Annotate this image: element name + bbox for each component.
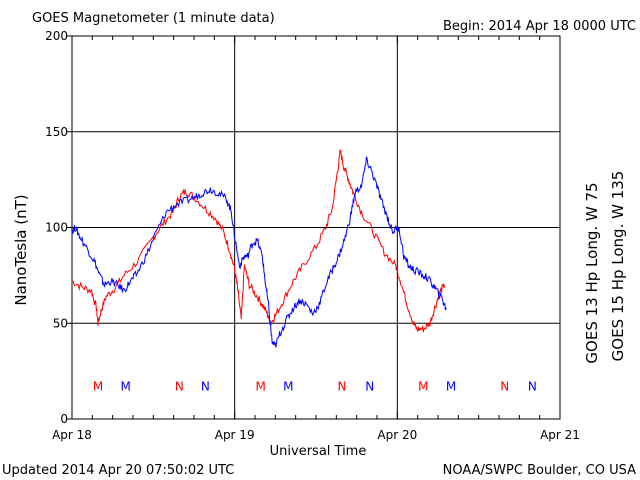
y-tick-label: 0 xyxy=(60,412,68,426)
mn-marker: M xyxy=(283,379,293,393)
mn-marker: N xyxy=(201,379,210,393)
begin-time: Begin: 2014 Apr 18 0000 UTC xyxy=(443,19,636,34)
y-axis-label: NanoTesla (nT) xyxy=(12,194,30,305)
series-line-0 xyxy=(71,148,445,333)
mn-marker: M xyxy=(418,379,428,393)
series-layer xyxy=(71,148,447,348)
x-tick-label: Apr 19 xyxy=(215,428,255,442)
chart-title: GOES Magnetometer (1 minute data) xyxy=(32,11,275,26)
credit-text: NOAA/SWPC Boulder, CO USA xyxy=(443,463,636,478)
y-tick-label: 100 xyxy=(45,221,68,235)
mn-marker: M xyxy=(446,379,456,393)
series-line-1 xyxy=(71,156,447,348)
mn-marker: M xyxy=(256,379,266,393)
x-tick-label: Apr 18 xyxy=(52,428,92,442)
mn-marker: N xyxy=(528,379,537,393)
x-tick-label: Apr 20 xyxy=(377,428,417,442)
y-tick-label: 50 xyxy=(53,316,68,330)
mn-marker: N xyxy=(175,379,184,393)
mn-marker: M xyxy=(93,379,103,393)
x-tick-label: Apr 21 xyxy=(540,428,580,442)
legend-goes15: GOES 15 Hp Long. W 135 xyxy=(609,171,627,362)
mn-marker: N xyxy=(338,379,347,393)
mn-marker: M xyxy=(121,379,131,393)
legend-goes13: GOES 13 Hp Long. W 75 xyxy=(583,182,601,363)
mn-marker: N xyxy=(500,379,509,393)
updated-timestamp: Updated 2014 Apr 20 07:50:02 UTC xyxy=(2,463,234,478)
mn-marker: N xyxy=(365,379,374,393)
y-tick-label: 200 xyxy=(45,29,68,43)
axis-ticks: 0 50 100 150 200 Apr 18 Apr 19 Apr 20 Apr 21 xyxy=(45,29,580,442)
plot-grid xyxy=(71,35,561,420)
x-axis-label: Universal Time xyxy=(270,444,367,459)
y-tick-label: 150 xyxy=(45,125,68,139)
